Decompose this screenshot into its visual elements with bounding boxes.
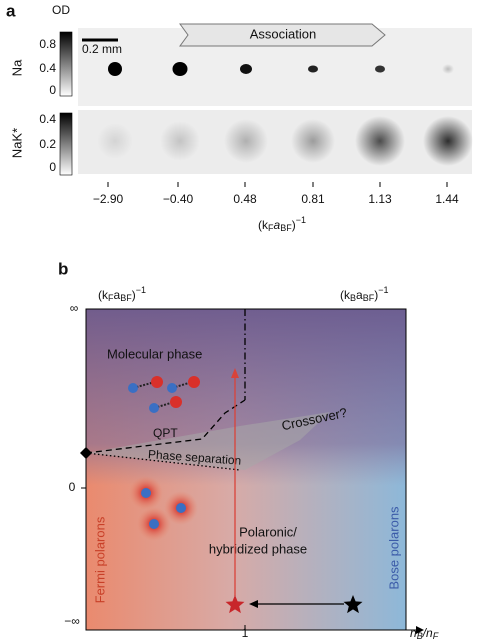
region-label: hybridized phase — [209, 541, 307, 556]
star-marker — [225, 595, 245, 614]
region-label: Phase separation — [148, 447, 242, 467]
polarons — [129, 476, 198, 541]
association-arrow — [179, 23, 386, 47]
row-label: NaK* — [9, 128, 24, 158]
x-tick-label: 1.44 — [435, 192, 459, 206]
arrow-head — [231, 368, 239, 378]
y-tick-label: −∞ — [64, 614, 80, 628]
panel-label: b — [58, 259, 68, 278]
separation-line — [85, 452, 241, 471]
x-tick-label: −2.90 — [93, 192, 124, 206]
colorbar-tick: 0 — [49, 83, 56, 97]
x-tick-label: −0.40 — [163, 192, 194, 206]
molecules — [128, 376, 200, 413]
x-tick-label: 1 — [242, 626, 249, 640]
colorbar-tick: 0.4 — [39, 61, 56, 75]
region-label: QPT — [153, 426, 178, 440]
axis-arrow — [416, 626, 424, 634]
star-marker — [343, 595, 363, 614]
na-spots — [108, 62, 454, 76]
colorbar-tick: 0 — [49, 160, 56, 174]
colorbar — [59, 31, 73, 97]
arrow-text: Association — [250, 26, 316, 41]
top-left-label: (kFaBF)−1 — [98, 285, 146, 303]
top-right-label: (kBaBF)−1 — [340, 285, 388, 303]
nak-spots — [97, 116, 473, 166]
x-axis-label: (kFaBF)−1 — [258, 215, 306, 233]
scale-bar-label: 0.2 mm — [82, 42, 122, 56]
x-tick-label: 1.13 — [368, 192, 392, 206]
molecular-shade — [86, 309, 406, 630]
region-label: Fermi polarons — [92, 516, 107, 603]
x-tick-label: 0.48 — [233, 192, 257, 206]
colorbar-tick: 0.8 — [39, 37, 56, 51]
phase-separation-region — [86, 412, 330, 470]
region-label: Polaronic/ — [239, 524, 297, 539]
colorbar-tick: 0.4 — [39, 112, 56, 126]
y-tick-label: 0 — [69, 480, 76, 494]
region-label: Bose polarons — [386, 506, 401, 590]
colorbar-title: OD — [52, 3, 70, 17]
arrow-head — [249, 600, 258, 608]
region-label: Molecular phase — [107, 346, 202, 361]
critical-point — [80, 447, 92, 459]
row-label: Na — [9, 59, 24, 76]
x-tick-label: 0.81 — [301, 192, 325, 206]
x-axis-label: nB/nF — [410, 626, 439, 641]
image-strip — [78, 110, 472, 174]
y-tick-label: ∞ — [70, 301, 79, 315]
colorbar-tick: 0.2 — [39, 137, 56, 151]
x-ticks — [107, 182, 448, 187]
panel-label: a — [6, 1, 16, 20]
colorbar — [59, 112, 73, 176]
